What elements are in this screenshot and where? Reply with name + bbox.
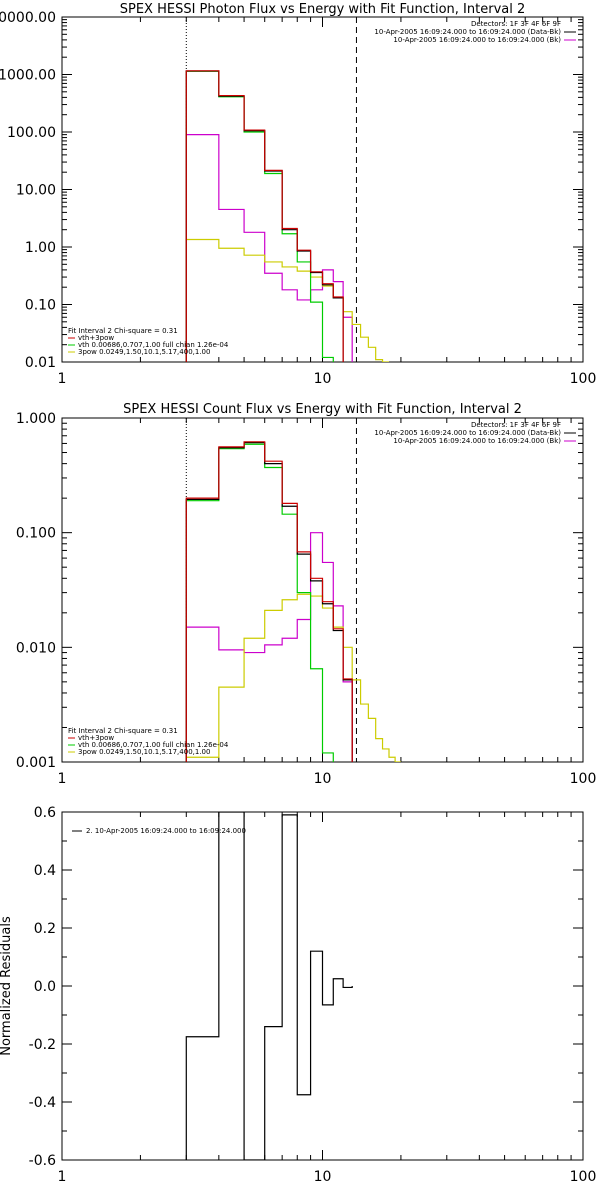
x-tick-label: 1 [58,771,67,787]
y-tick-label: 10000.00 [0,10,56,26]
photon-flux-chart: SPEX HESSI Photon Flux vs Energy with Fi… [0,2,596,387]
series-line-vth-3pow [185,70,344,362]
legend-entry: 10-Apr-2005 16:09:24.000 to 16:09:24.000… [393,36,561,44]
legend-entry: 3pow 0.0249,1.50,10.1,5.17,400,1.00 [78,348,210,356]
x-tick-label: 100 [570,771,597,787]
series-line-vth-3pow [185,441,353,762]
x-tick-label: 10 [314,771,332,787]
y-tick-label: 0.10 [25,298,56,314]
series-line-bk [185,134,353,362]
series-line-bk [185,532,353,762]
y-tick-label: 0.010 [16,640,56,656]
series-group [185,441,401,762]
legend-entry: vth+3pow [78,734,114,742]
series-line-residuals [185,812,353,1160]
x-tick-label: 10 [314,371,332,387]
x-tick-label: 100 [570,371,597,387]
x-tick-label: 10 [314,1169,332,1185]
legend-entry: 10-Apr-2005 16:09:24.000 to 16:09:24.000… [374,429,561,437]
y-tick-label: 0.01 [25,355,56,371]
y-tick-label: 1.000 [16,411,56,427]
legend-entry: 2. 10-Apr-2005 16:09:24.000 to 16:09:24.… [86,827,246,835]
series-line-data-bk [185,442,353,762]
series-line-data-bk [185,70,344,362]
legend-entry: Detectors: 1F 3F 4F 6F 9F [471,421,561,429]
y-tick-label: 0.2 [34,921,56,937]
x-tick-label: 1 [58,1169,67,1185]
residuals-chart: Normalized Residuals 1 10 100 -0.6 -0.4 -0.2 0.… [0,805,596,1185]
legend-entry: 10-Apr-2005 16:09:24.000 to 16:09:24.000… [393,437,561,445]
legend-entry: 3pow 0.0249,1.50,10.1,5.17,400,1.00 [78,748,210,756]
legend-entry: Fit Interval 2 Chi-square = 0.31 [68,727,178,735]
legend-entry: Detectors: 1F 3F 4F 6F 9F [471,20,561,28]
y-tick-label: -0.6 [29,1153,56,1169]
series-group [185,812,353,1160]
y-tick-label: -0.2 [29,1037,56,1053]
y-tick-label: 10.00 [16,183,56,199]
y-tick-label: 0.4 [34,863,56,879]
y-tick-label: 1.00 [25,240,56,256]
chart-title: SPEX HESSI Count Flux vs Energy with Fit… [123,402,522,417]
count-flux-chart: SPEX HESSI Count Flux vs Energy with Fit… [16,402,596,787]
series-line-3pow [185,593,401,762]
legend-entry: vth+3pow [78,334,114,342]
legend-entry: vth 0.00686,0.707,1.00 full chian 1.26e-… [78,741,229,749]
x-tick-label: 1 [58,371,67,387]
series-line-3pow [185,238,389,362]
y-tick-label: 0.100 [16,526,56,542]
series-line-vth [185,443,334,762]
series-group [185,70,389,362]
y-tick-label: 100.00 [7,125,56,141]
legend-entry: 10-Apr-2005 16:09:24.000 to 16:09:24.000… [374,28,561,36]
y-tick-label: -0.4 [29,1095,56,1111]
y-tick-label: 0.001 [16,755,56,771]
legend-entry: Fit Interval 2 Chi-square = 0.31 [68,327,178,335]
legend-entry: vth 0.00686,0.707,1.00 full chian 1.26e-… [78,341,229,349]
y-tick-label: 1000.00 [0,68,56,84]
chart-title: SPEX HESSI Photon Flux vs Energy with Fi… [120,2,526,17]
series-line-vth [185,70,334,362]
y-tick-label: 0.0 [34,979,56,995]
y-tick-label: 0.6 [34,805,56,821]
x-tick-label: 100 [570,1169,597,1185]
y-axis-label: Normalized Residuals [0,916,14,1056]
